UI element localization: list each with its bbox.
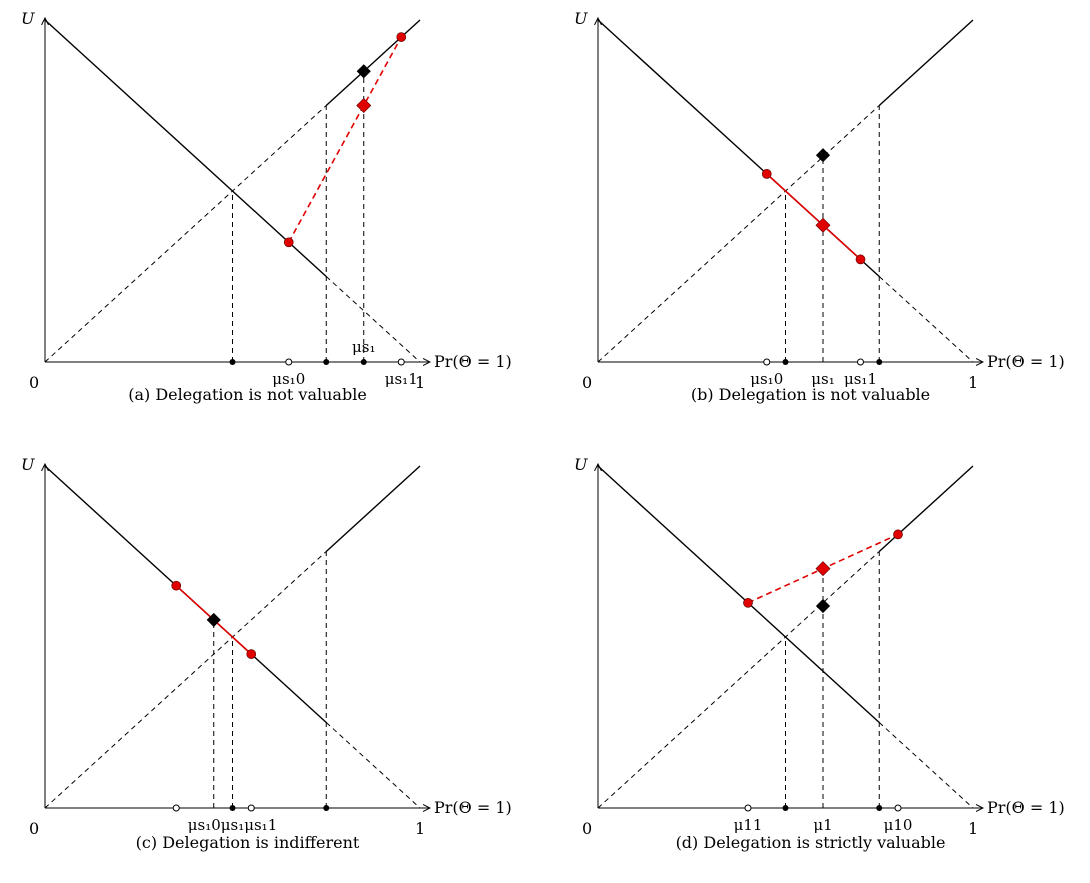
red-point-a-0 (283, 237, 294, 248)
open-tick-a-1 (397, 358, 405, 366)
tick-label-b-0: μs₁0 (750, 370, 783, 388)
black-diamond-d (815, 598, 831, 614)
open-tick-c-1 (247, 804, 255, 812)
open-tick-a-0 (285, 358, 293, 366)
x-axis-label-a: Pr(Θ = 1) (434, 352, 512, 371)
red-diamond-a (356, 98, 372, 113)
filled-tick-c-1 (323, 805, 330, 811)
descending-line-dashed-c (325, 722, 421, 809)
red-chord-a (288, 36, 402, 243)
ascending-line-dashed-c (44, 551, 327, 809)
tick-label-d-1: μ1 (813, 816, 832, 834)
ascending-line-solid-c (325, 465, 421, 553)
black-diamond-b (815, 148, 831, 163)
filled-tick-b-1 (876, 359, 883, 365)
filled-tick-a-2 (360, 359, 367, 365)
open-tick-d-0 (744, 804, 752, 812)
descending-line-solid-a (44, 19, 327, 278)
x-axis-label-b: Pr(Θ = 1) (987, 352, 1065, 371)
red-diamond-b (815, 217, 831, 233)
open-tick-b-0 (763, 358, 771, 366)
end-label-d: 1 (968, 819, 978, 838)
caption-a: (a) Delegation is not valuable (128, 385, 367, 404)
filled-tick-c-0 (229, 805, 236, 811)
red-point-c-0 (171, 580, 182, 591)
black-diamond-c (206, 612, 221, 627)
tick-label-d-2: μ10 (884, 816, 913, 834)
filled-tick-b-0 (782, 359, 789, 365)
descending-line-dashed-a (325, 276, 421, 363)
y-axis-label-a: U (21, 9, 35, 28)
ascending-line-dashed-b (597, 105, 880, 363)
ascending-line-solid-d (878, 465, 974, 553)
red-point-c-1 (246, 649, 257, 659)
tick-label-c-0: μs₁0μs₁μs₁1 (188, 816, 277, 834)
tick-label-b-1: μs₁ (811, 370, 834, 388)
origin-label-c: 0 (29, 819, 39, 838)
descending-line-dashed-d (878, 722, 974, 809)
black-diamond-a (356, 64, 371, 79)
open-tick-d-1 (894, 804, 902, 812)
ascending-line-solid-a (325, 19, 421, 107)
descending-line-dashed-b (878, 276, 974, 363)
descending-line-solid-d (597, 465, 880, 724)
ascending-line-dashed-d (597, 551, 880, 809)
ascending-line-solid-b (878, 19, 974, 107)
origin-label-a: 0 (29, 373, 39, 392)
end-label-b: 1 (968, 373, 978, 392)
tick-label-d-0: μ11 (734, 816, 763, 834)
open-tick-b-1 (857, 358, 864, 366)
origin-label-b: 0 (582, 373, 592, 392)
tick-label-a-2: μs₁ (352, 338, 375, 356)
x-axis-label-d: Pr(Θ = 1) (987, 798, 1065, 817)
caption-c: (c) Delegation is indifferent (136, 833, 360, 852)
filled-tick-a-1 (323, 359, 330, 365)
open-tick-c-0 (172, 804, 180, 812)
ascending-line-dashed-a (44, 105, 327, 363)
filled-tick-d-1 (876, 805, 883, 811)
caption-b: (b) Delegation is not valuable (691, 385, 930, 404)
caption-d: (d) Delegation is strictly valuable (676, 833, 946, 852)
red-point-b-0 (761, 169, 772, 179)
red-point-a-1 (396, 32, 407, 42)
red-point-b-1 (855, 254, 866, 265)
filled-tick-a-0 (229, 359, 236, 365)
y-axis-label-b: U (574, 9, 588, 28)
tick-label-a-0: μs₁0 (272, 370, 305, 388)
red-point-d-0 (743, 597, 753, 608)
origin-label-d: 0 (582, 819, 592, 838)
y-axis-label-d: U (574, 455, 588, 474)
red-diamond-d (815, 561, 831, 577)
end-label-a: 1 (415, 373, 425, 392)
tick-label-b-2: μs₁1 (844, 370, 877, 388)
filled-tick-d-0 (782, 805, 789, 811)
y-axis-label-c: U (21, 455, 35, 474)
red-point-d-1 (893, 529, 903, 540)
tick-label-a-1: μs₁1 (385, 370, 418, 388)
end-label-c: 1 (415, 819, 425, 838)
x-axis-label-c: Pr(Θ = 1) (434, 798, 512, 817)
red-chord-b (766, 173, 862, 260)
